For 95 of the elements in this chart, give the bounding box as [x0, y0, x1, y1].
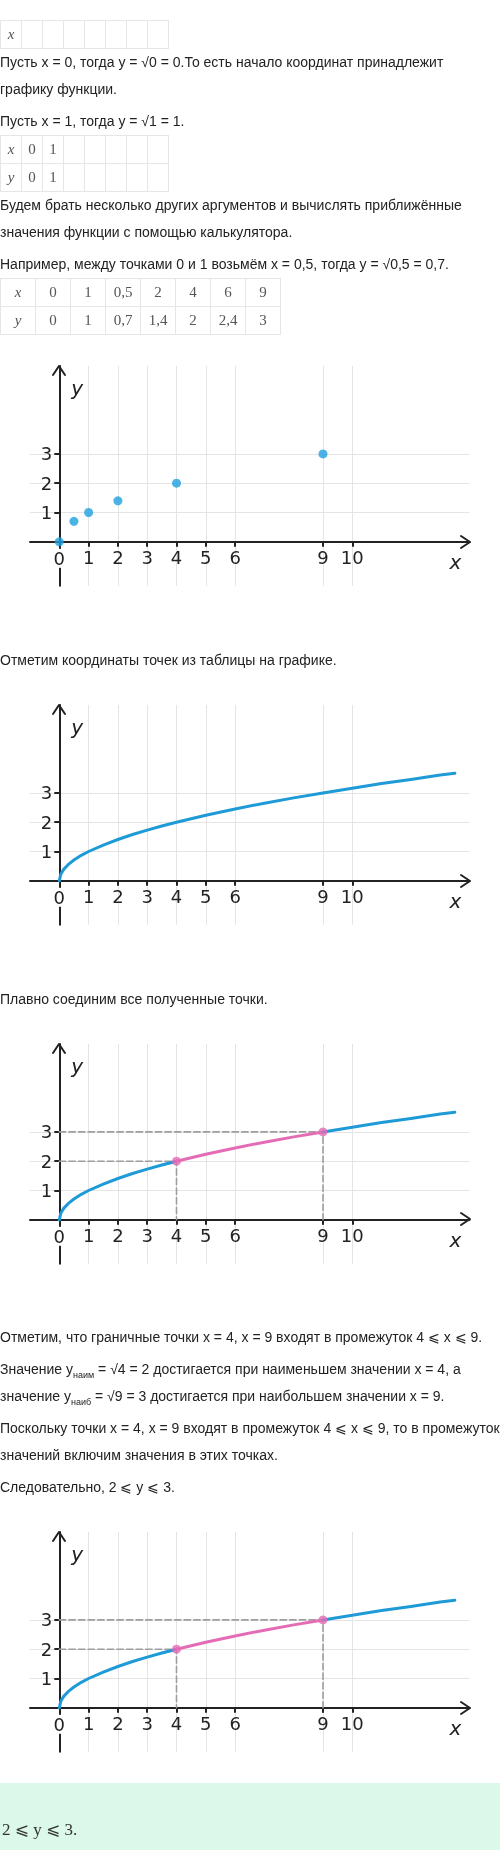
x-tick-label: 9	[317, 1713, 329, 1735]
x-tick-label: 1	[82, 1713, 95, 1735]
point	[69, 516, 79, 526]
x-axis-title: x	[448, 1716, 462, 1741]
text: Отметим координаты точек из таблицы на графике.	[0, 650, 338, 670]
x-axis-title: x	[448, 888, 462, 913]
x-tick-label: 2	[112, 1224, 124, 1246]
text: x	[0, 20, 22, 49]
y-tick-label: 1	[40, 1179, 53, 1201]
x-axis-title: x	[448, 549, 462, 574]
x-tick-label: 2	[112, 547, 124, 569]
text: 3	[245, 306, 281, 335]
text: Будем брать несколько других аргументов и вычислять приближённые значения функции с помощью калькулятора.	[0, 196, 463, 242]
y-tick-label: 1	[40, 840, 53, 862]
text: 0,5	[105, 278, 141, 307]
x-tick-label: 10	[340, 1224, 364, 1246]
y-tick-label: 3	[40, 1120, 53, 1142]
y-tick-label: 3	[40, 443, 53, 465]
text: 2 ⩽ y ⩽ 3.	[2, 1819, 79, 1840]
x-tick-label: 10	[340, 1713, 364, 1735]
x-tick-label: 4	[170, 1224, 183, 1246]
x-tick-label: 0	[53, 1225, 66, 1247]
text: x	[0, 278, 36, 307]
text: 0	[35, 278, 71, 307]
x-tick-label: 4	[170, 547, 183, 569]
x-axis-title: x	[448, 1227, 462, 1252]
text: y	[0, 306, 36, 335]
y-tick-label: 1	[40, 1668, 53, 1690]
y-tick-label: 2	[40, 1150, 53, 1172]
x-tick-label: 1	[82, 547, 95, 569]
y-tick-label: 2	[40, 1638, 53, 1660]
x-tick-label: 2	[112, 1713, 124, 1735]
text: Пусть x = 1, тогда y = √1 = 1.	[0, 112, 186, 131]
text: 0,7	[105, 306, 141, 335]
text: 1	[70, 306, 106, 335]
text: x	[0, 135, 22, 164]
x-tick-label: 2	[112, 886, 124, 908]
text: 0	[21, 163, 43, 192]
y-tick-label: 3	[40, 782, 53, 804]
y-tick-label: 3	[40, 1609, 53, 1631]
text: y	[0, 163, 22, 192]
text: Плавно соединим все полученные точки.	[0, 989, 269, 1009]
x-tick-label: 5	[200, 547, 212, 569]
text: Значение y$_{наим}$ = √4 = 2 достигается при наименьшем значении x = 4, а значение y$_{наиб}$ = √9 = 3 достигается при наибольшем значении x = 9.	[0, 1361, 461, 1408]
line-series	[57, 771, 457, 883]
x-tick-label: 0	[53, 1714, 66, 1736]
x-tick-label: 6	[229, 547, 241, 569]
text: 0	[35, 306, 71, 335]
text: 6	[210, 278, 246, 307]
point	[318, 449, 328, 459]
x-tick-label: 9	[317, 886, 329, 908]
x-tick-label: 3	[141, 547, 153, 569]
point	[84, 508, 94, 517]
x-tick-label: 6	[229, 886, 241, 908]
point	[172, 478, 181, 488]
x-tick-label: 6	[229, 1224, 241, 1246]
text: 4	[175, 278, 211, 307]
x-tick-label: 3	[141, 1713, 153, 1735]
y-tick-label: 2	[40, 811, 53, 833]
text: Пусть x = 0, тогда y = √0 = 0.То есть начало координат принадлежит графику функции.	[0, 53, 445, 99]
text: 2,4	[210, 306, 246, 335]
text: Следовательно, 2 ⩽ y ⩽ 3.	[0, 1478, 176, 1498]
x-tick-label: 4	[170, 1713, 183, 1735]
y-axis-title: y	[70, 714, 85, 739]
y-axis-title: y	[70, 1542, 85, 1567]
x-tick-label: 10	[340, 547, 364, 569]
x-tick-label: 9	[317, 1224, 329, 1246]
y-axis-title: y	[70, 376, 85, 400]
text: 2	[175, 306, 211, 335]
y-tick-label: 1	[40, 502, 53, 523]
x-tick-label: 1	[82, 1224, 95, 1246]
point	[113, 496, 123, 506]
text: Поскольку точки x = 4, x = 9 входят в промежуток 4 ⩽ x ⩽ 9, то в промежуток значений включим значения в этих точках.	[0, 1419, 500, 1466]
x-tick-label: 3	[141, 1224, 153, 1246]
y-tick-label: 2	[40, 472, 53, 494]
x-tick-label: 0	[53, 887, 66, 909]
text: 2	[140, 278, 176, 307]
x-tick-label: 1	[82, 886, 95, 908]
text: 0	[21, 135, 43, 164]
point	[54, 537, 64, 547]
x-tick-label: 5	[200, 1224, 212, 1246]
text: Отметим, что граничные точки x = 4, x = 9 входят в промежуток 4 ⩽ x ⩽ 9.	[0, 1328, 484, 1348]
x-tick-label: 0	[53, 548, 66, 570]
x-tick-label: 10	[340, 886, 364, 908]
x-tick-label: 5	[200, 886, 212, 908]
text: 1,4	[140, 306, 176, 335]
text: Например, между точками 0 и 1 возьмём x = 0,5, тогда y = √0,5 = 0,7.	[0, 255, 450, 274]
y-axis-title: y	[70, 1053, 85, 1078]
x-tick-label: 5	[200, 1713, 212, 1735]
x-tick-label: 4	[170, 886, 183, 908]
x-tick-label: 9	[317, 547, 329, 569]
text: 9	[245, 278, 281, 307]
x-tick-label: 3	[141, 886, 153, 908]
text: 1	[70, 278, 106, 307]
x-tick-label: 6	[229, 1713, 241, 1735]
